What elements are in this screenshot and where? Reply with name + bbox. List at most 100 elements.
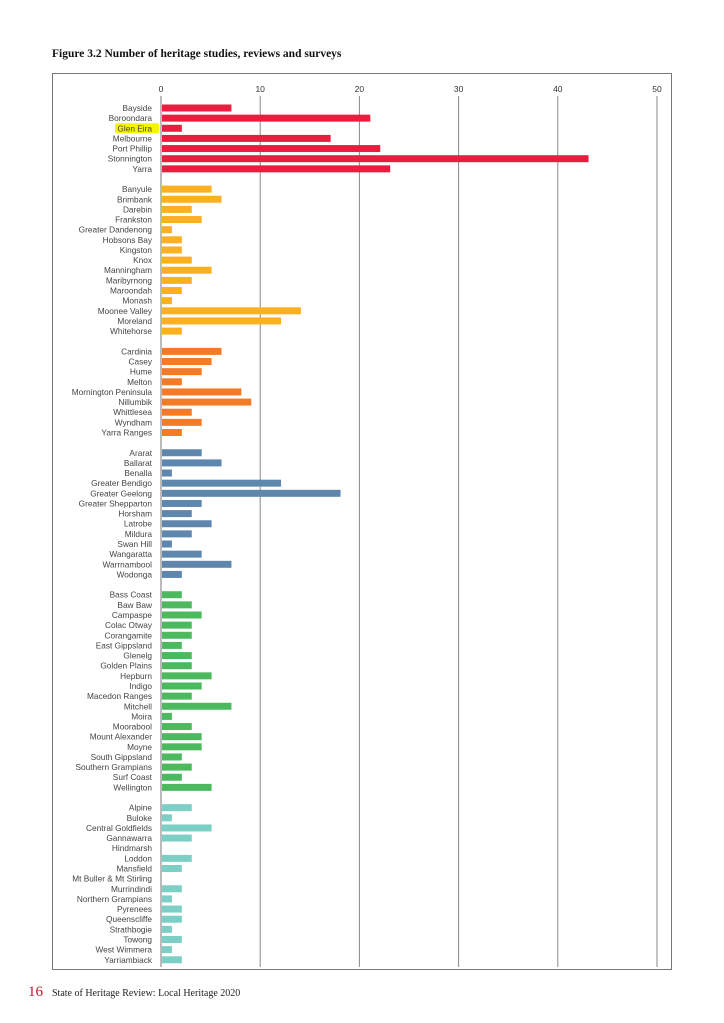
bar [162, 449, 202, 457]
category-label: Yarriambiack [104, 955, 153, 965]
bar [162, 236, 182, 244]
category-label: Melbourne [113, 133, 153, 143]
bar [162, 662, 192, 670]
x-tick-label: 10 [255, 84, 265, 94]
category-label: Brimbank [117, 194, 153, 204]
category-label: Buloke [127, 813, 153, 823]
bar [162, 621, 192, 629]
bar [162, 783, 212, 791]
bar [162, 946, 172, 954]
category-label: Colac Otway [105, 620, 153, 630]
category-label: Cardinia [121, 346, 152, 356]
category-label: Macedon Ranges [87, 691, 152, 701]
category-label: Darebin [123, 204, 152, 214]
category-label: Mitchell [124, 701, 152, 711]
category-label: Maroondah [110, 286, 152, 296]
bar [162, 104, 232, 112]
category-label: Moonee Valley [98, 306, 153, 316]
bar [162, 469, 172, 477]
bar [162, 692, 192, 700]
category-label: Mansfield [116, 864, 152, 874]
category-label: Monash [122, 296, 152, 306]
bar [162, 672, 212, 680]
category-label: Wangaratta [109, 549, 152, 559]
category-label: Moyne [127, 742, 152, 752]
category-label: Strathbogie [110, 924, 153, 934]
bar [162, 550, 202, 558]
bar [162, 489, 341, 497]
bar [162, 915, 182, 923]
bar [162, 865, 182, 872]
bar [162, 368, 202, 376]
category-label: Moreland [117, 316, 152, 326]
bar [162, 287, 182, 295]
bar [162, 327, 182, 335]
bar [162, 631, 192, 639]
category-label: Greater Bendigo [91, 478, 152, 488]
bar [162, 763, 192, 771]
bar [162, 145, 381, 153]
category-label: Moorabool [113, 722, 152, 732]
bar [162, 266, 212, 274]
bar [162, 134, 331, 142]
bar [162, 510, 192, 518]
bar [162, 601, 192, 609]
category-label: Gannawarra [106, 833, 152, 843]
category-label: Boroondara [109, 113, 153, 123]
category-label: Whittlesea [113, 407, 152, 417]
highlight-marker [115, 123, 159, 134]
chart-frame: 0 10 20 30 40 50 Bayside Boroondara Glen Eira Mel… [52, 73, 672, 970]
category-label: Swan Hill [117, 539, 152, 549]
category-label: Wyndham [115, 417, 152, 427]
x-tick-label: 30 [454, 84, 464, 94]
category-label: Casey [128, 357, 152, 367]
bar [162, 804, 192, 812]
bar [162, 479, 282, 487]
category-label: Surf Coast [113, 772, 153, 782]
bar [162, 114, 371, 122]
bar [162, 611, 202, 619]
bar [162, 378, 182, 386]
category-label: Melton [127, 377, 152, 387]
category-label: Hindmarsh [112, 843, 153, 853]
category-label: East Gippsland [96, 640, 153, 650]
bar [162, 459, 222, 467]
bar [162, 824, 212, 832]
category-label: Frankston [115, 215, 152, 225]
bar [162, 276, 192, 284]
bar [162, 418, 202, 426]
bar [162, 499, 202, 507]
bar [162, 925, 172, 933]
publication-title: State of Heritage Review: Local Heritage… [52, 988, 241, 999]
x-tick-label: 40 [553, 84, 563, 94]
category-label: Southern Grampians [75, 762, 152, 772]
bar [162, 428, 182, 436]
category-label: Kingston [120, 245, 153, 255]
category-label: Horsham [118, 509, 152, 519]
category-label: Mornington Peninsula [72, 387, 153, 397]
bar [162, 398, 252, 406]
bar [162, 895, 172, 903]
bar [162, 591, 182, 599]
x-tick-label: 0 [159, 84, 164, 94]
x-tick-label: 50 [652, 84, 662, 94]
bar [162, 358, 212, 365]
bar [162, 682, 202, 690]
bar [162, 530, 192, 538]
bar [162, 540, 172, 548]
category-label: Bayside [122, 103, 152, 113]
bar [162, 205, 192, 213]
bar [162, 185, 212, 193]
category-label: Campaspe [112, 610, 153, 620]
category-label: Stonnington [108, 154, 153, 164]
x-tick-label: 20 [355, 84, 365, 94]
bar [162, 956, 182, 964]
category-label: Alpine [129, 803, 152, 813]
bar [162, 814, 172, 822]
category-label: Whitehorse [110, 326, 152, 336]
category-label: Murrindindi [111, 884, 152, 894]
category-label: Warrnambool [103, 559, 153, 569]
bar [162, 226, 172, 234]
bar [162, 155, 589, 163]
bar [162, 246, 182, 254]
